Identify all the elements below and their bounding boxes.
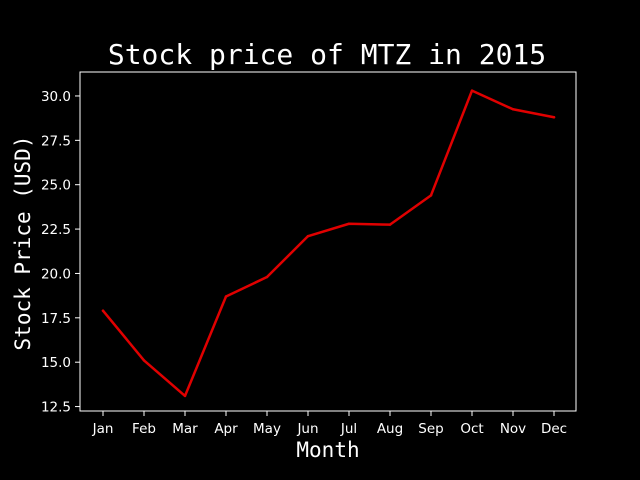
- data-point: [511, 108, 515, 111]
- x-tick-label: Jun: [296, 421, 318, 437]
- y-tick-label: 30.0: [41, 89, 71, 105]
- x-tick-label: Oct: [460, 421, 483, 437]
- chart-title: Stock price of MTZ in 2015: [108, 38, 546, 71]
- x-axis-label: Month: [296, 438, 359, 462]
- data-point: [224, 295, 228, 298]
- plot-frame: [79, 71, 577, 412]
- y-tick-label: 27.5: [41, 133, 71, 149]
- y-tick-label: 20.0: [41, 266, 71, 282]
- x-tick-label: Jul: [340, 421, 357, 437]
- y-tick-label: 15.0: [41, 355, 71, 371]
- y-tick-label: 12.5: [41, 400, 71, 416]
- x-tick-label: Apr: [214, 421, 238, 437]
- y-axis-label: Stock Price (USD): [11, 136, 35, 351]
- series-points: [101, 89, 556, 398]
- y-axis-ticks: 12.5 15.0 17.5 20.0 22.5 25.0 27.5 30.0: [41, 89, 80, 416]
- x-tick-label: Dec: [541, 421, 567, 437]
- data-point: [388, 223, 392, 226]
- data-point: [265, 275, 269, 279]
- x-tick-label: May: [253, 421, 281, 437]
- x-tick-label: Feb: [132, 421, 156, 437]
- data-point: [429, 194, 433, 197]
- data-point: [347, 222, 351, 226]
- series-line: [101, 89, 556, 398]
- x-tick-label: Mar: [172, 421, 198, 437]
- data-point: [183, 394, 187, 398]
- x-tick-label: Sep: [418, 421, 443, 437]
- y-tick-label: 22.5: [41, 222, 71, 238]
- x-axis-ticks: Jan Feb Mar Apr May Jun Jul Aug Sep Oct Nov Dec: [92, 411, 567, 437]
- x-tick-label: Jan: [92, 421, 114, 437]
- x-tick-label: Nov: [500, 421, 526, 437]
- data-point: [470, 89, 474, 92]
- y-tick-label: 25.0: [41, 178, 71, 194]
- x-tick-label: Aug: [377, 421, 403, 437]
- data-point: [552, 116, 556, 119]
- y-tick-label: 17.5: [41, 311, 71, 327]
- data-point: [306, 234, 310, 238]
- data-point: [142, 359, 146, 362]
- data-point: [101, 309, 105, 312]
